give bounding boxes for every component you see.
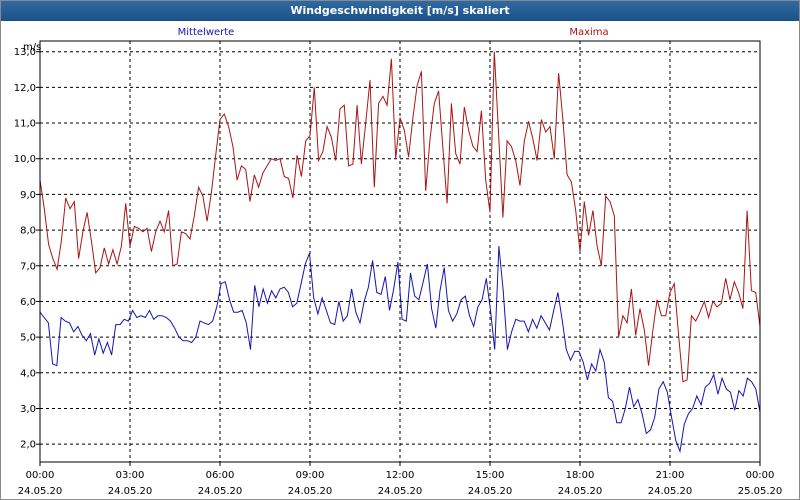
x-tick-time: 18:00 [566,470,595,481]
x-tick-time: 00:00 [746,470,775,481]
x-tick-date: 24.05.20 [108,486,153,497]
legend-mittelwerte: Mittelwerte [178,27,235,38]
x-tick-time: 12:00 [386,470,415,481]
x-tick-time: 06:00 [206,470,235,481]
x-tick-date: 24.05.20 [18,486,63,497]
x-tick-time: 03:00 [116,470,145,481]
y-tick-label: 4,0 [20,368,36,379]
x-tick-time: 00:00 [26,470,55,481]
y-tick-label: 8,0 [20,226,36,237]
x-tick-date: 24.05.20 [468,486,513,497]
x-tick-date: 24.05.20 [558,486,603,497]
y-tick-label: 5,0 [20,333,36,344]
y-tick-label: 10,0 [14,154,36,165]
y-tick-label: 7,0 [20,261,36,272]
window-title: Windgeschwindigkeit [m/s] skaliert [1,1,799,21]
x-tick-date: 24.05.20 [198,486,243,497]
legend-maxima: Maxima [569,27,608,38]
x-tick-date: 24.05.20 [378,486,423,497]
series-line-maxima [39,51,761,383]
x-tick-date: 24.05.20 [288,486,333,497]
x-tick-date: 25.05.20 [738,486,783,497]
grid [40,41,760,462]
series-line-mittelwerte [39,246,761,454]
series-group [39,51,761,454]
y-axis-unit: m/s [23,42,41,53]
y-tick-label: 2,0 [20,440,36,451]
x-tick-time: 15:00 [476,470,505,481]
x-tick-date: 24.05.20 [648,486,693,497]
x-tick-time: 21:00 [656,470,685,481]
y-tick-label: 3,0 [20,404,36,415]
y-tick-label: 11,0 [14,119,36,130]
y-axis-ticks: 2,0 3,0 4,0 5,0 6,0 7,0 8,0 9,0 10,0 11,0 12,0 13,0 [14,47,40,451]
y-tick-label: 13,0 [14,47,36,58]
x-axis-ticks: 00:00 24.05.20 03:00 24.05.20 06:00 24.05.20 0… [18,462,783,497]
y-tick-label: 12,0 [14,83,36,94]
y-tick-label: 9,0 [20,190,36,201]
x-tick-time: 09:00 [296,470,325,481]
y-tick-label: 6,0 [20,297,36,308]
